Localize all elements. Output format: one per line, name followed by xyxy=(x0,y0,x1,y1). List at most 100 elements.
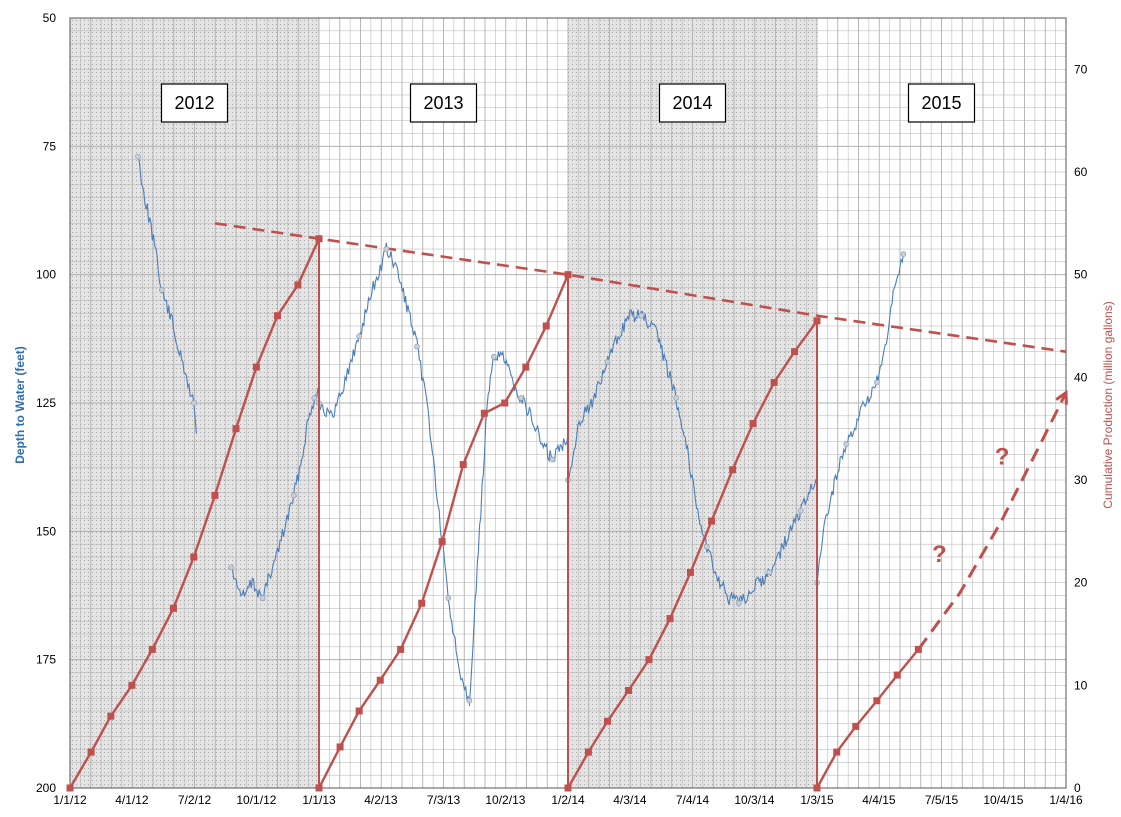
x-tick-label: 1/1/13 xyxy=(302,793,336,807)
production-point-marker xyxy=(603,717,611,725)
production-point-marker xyxy=(376,676,384,684)
x-tick-label: 7/3/13 xyxy=(427,793,461,807)
production-point-marker xyxy=(336,743,344,751)
depth-series-line xyxy=(816,254,904,586)
production-point-marker xyxy=(459,461,467,469)
depth-point-marker xyxy=(311,394,318,401)
x-tick-label: 10/1/12 xyxy=(236,793,276,807)
y-right-tick-label: 40 xyxy=(1074,370,1088,384)
production-projection-line xyxy=(917,392,1068,651)
production-series-line xyxy=(815,648,920,789)
depth-point-marker xyxy=(518,394,524,401)
y-right-tick-label: 30 xyxy=(1074,473,1088,487)
x-tick-label: 7/5/15 xyxy=(925,793,959,807)
y-right-tick-label: 10 xyxy=(1074,678,1088,692)
production-point-marker xyxy=(397,645,405,653)
depth-point-marker xyxy=(259,595,266,601)
question-mark-annotation: ? xyxy=(995,444,1010,471)
production-point-marker xyxy=(148,645,156,653)
production-point-marker xyxy=(232,425,240,433)
y-left-tick-label: 125 xyxy=(36,396,56,410)
y-left-tick-label: 100 xyxy=(36,268,56,282)
production-point-marker xyxy=(480,409,488,417)
y-left-tick-label: 175 xyxy=(36,653,56,667)
x-tick-label: 1/3/15 xyxy=(800,793,834,807)
y-right-tick-label: 60 xyxy=(1074,165,1088,179)
trend-dashed-line xyxy=(214,222,1067,353)
production-point-marker xyxy=(211,491,219,499)
production-point-marker xyxy=(584,748,592,756)
production-point-marker xyxy=(749,420,757,428)
production-point-marker xyxy=(833,748,841,756)
year-label-box xyxy=(160,83,229,123)
production-point-marker xyxy=(666,615,674,623)
depth-point-marker xyxy=(549,456,556,463)
production-point-marker xyxy=(708,517,716,525)
production-point-marker xyxy=(87,748,95,756)
production-point-marker xyxy=(893,671,901,679)
depth-series-line xyxy=(567,309,818,607)
depth-point-marker xyxy=(900,251,907,258)
y-right-tick-label: 50 xyxy=(1074,268,1088,282)
depth-point-marker xyxy=(797,507,804,514)
depth-point-marker xyxy=(290,492,297,499)
year-label-text: 2015 xyxy=(921,93,961,113)
depth-point-marker xyxy=(604,359,611,365)
y-right-tick-label: 70 xyxy=(1074,62,1088,76)
production-point-marker xyxy=(852,722,860,730)
production-point-marker xyxy=(873,697,881,705)
y-axis-left-title: Depth to Water (feet) xyxy=(13,346,27,464)
projection-arrowhead xyxy=(1055,389,1068,405)
production-point-marker xyxy=(729,466,737,474)
production-point-marker xyxy=(813,784,821,792)
y-left-tick-label: 50 xyxy=(43,11,57,25)
x-tick-label: 4/2/13 xyxy=(364,793,398,807)
depth-point-marker xyxy=(383,246,390,252)
depth-point-marker xyxy=(158,287,165,293)
year-label-box xyxy=(658,83,727,123)
production-point-marker xyxy=(625,686,633,694)
year-label-box xyxy=(907,83,976,123)
y-left-tick-label: 150 xyxy=(36,524,56,538)
x-tick-label: 1/1/12 xyxy=(53,793,87,807)
depth-point-marker xyxy=(190,400,197,406)
x-tick-label: 10/4/15 xyxy=(983,793,1023,807)
x-tick-label: 10/3/14 xyxy=(734,793,774,807)
production-point-marker xyxy=(645,656,653,664)
depth-point-marker xyxy=(414,343,420,350)
depth-point-marker xyxy=(445,595,452,601)
production-point-marker xyxy=(770,378,778,386)
x-tick-label: 4/3/14 xyxy=(613,793,647,807)
y-right-tick-label: 0 xyxy=(1074,781,1081,795)
production-point-marker xyxy=(791,348,799,356)
production-point-marker xyxy=(564,784,572,792)
production-point-marker xyxy=(274,312,281,320)
depth-series-line xyxy=(318,242,470,701)
depth-point-marker xyxy=(766,569,773,576)
depth-point-marker xyxy=(490,353,497,360)
depth-point-marker xyxy=(638,312,645,319)
production-point-marker xyxy=(128,681,136,689)
depth-point-marker xyxy=(843,441,850,447)
production-point-marker xyxy=(169,604,177,612)
production-point-marker xyxy=(66,784,74,792)
depth-point-marker xyxy=(703,543,710,550)
y-axis-right-title: Cumulative Production (million gallons) xyxy=(1101,301,1115,508)
depth-point-marker xyxy=(673,394,680,401)
year-label-text: 2014 xyxy=(672,93,712,113)
depth-series-line xyxy=(137,157,198,434)
production-point-marker xyxy=(686,568,694,576)
year-label-text: 2013 xyxy=(423,93,463,113)
depth-point-marker xyxy=(873,379,880,386)
x-tick-label: 10/2/13 xyxy=(485,793,525,807)
depth-series-line xyxy=(230,387,320,602)
year-label-text: 2012 xyxy=(174,93,214,113)
depth-point-marker xyxy=(135,153,141,160)
x-tick-label: 4/1/12 xyxy=(115,793,149,807)
production-point-marker xyxy=(418,599,426,607)
production-point-marker xyxy=(522,363,530,371)
x-tick-label: 7/2/12 xyxy=(178,793,212,807)
x-tick-label: 1/4/16 xyxy=(1049,793,1083,807)
question-mark-annotation: ? xyxy=(932,541,947,568)
